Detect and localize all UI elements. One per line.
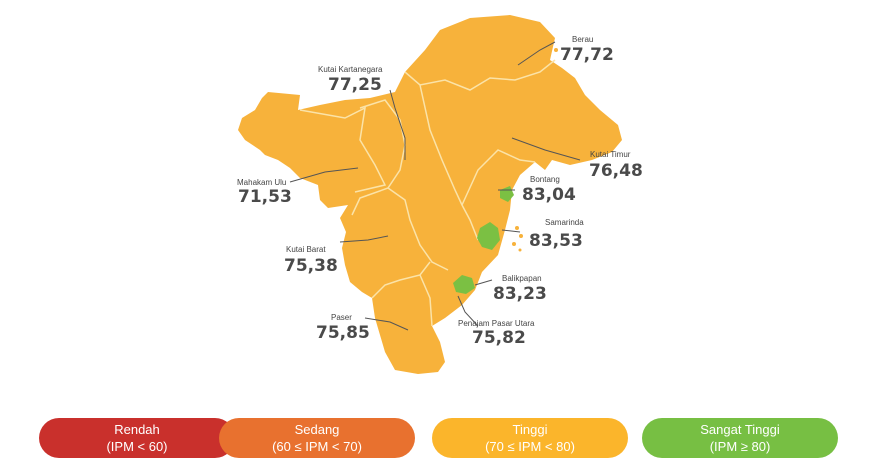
legend-sangat-tinggi: Sangat Tinggi (IPM ≥ 80) [642,418,838,458]
legend-sedang: Sedang (60 ≤ IPM < 70) [219,418,415,458]
east-kalimantan-map: Berau 77,72 Kutai Kartanegara 77,25 Kuta… [237,15,643,374]
label-bontang-value: 83,04 [522,185,576,205]
legend-rendah: Rendah (IPM < 60) [39,418,235,458]
legend-tinggi-label: Tinggi [512,422,548,437]
balikpapan-area [453,275,475,294]
label-kutim-name: Kutai Timur [590,150,631,159]
label-kutim-value: 76,48 [589,161,643,181]
legend-tinggi: Tinggi (70 ≤ IPM < 80) [432,418,628,458]
province-landmass [238,15,622,374]
label-mahulu-value: 71,53 [238,187,292,207]
label-samarinda-value: 83,53 [529,231,583,251]
label-balikpapan-name: Balikpapan [502,274,542,283]
legend-sangat-tinggi-range: (IPM ≥ 80) [709,439,771,454]
label-balikpapan-value: 83,23 [493,284,547,304]
label-paser-value: 75,85 [316,323,370,343]
region-borders [299,59,556,327]
legend-rendah-label: Rendah [114,422,160,437]
label-mahulu-name: Mahakam Ulu [237,178,286,187]
legend-sedang-range: (60 ≤ IPM < 70) [272,439,362,454]
label-samarinda-name: Samarinda [545,218,584,227]
label-paser-name: Paser [331,313,352,322]
legend-sedang-label: Sedang [294,422,340,437]
label-kukar-name: Kutai Kartanegara [318,65,383,74]
label-kukar-value: 77,25 [328,75,382,95]
legend-rendah-range: (IPM < 60) [106,439,168,454]
label-ppu-value: 75,82 [472,328,526,348]
label-berau-value: 77,72 [560,45,614,65]
label-kubar-name: Kutai Barat [286,245,326,254]
legend-tinggi-range: (70 ≤ IPM < 80) [485,439,575,454]
samarinda-area [477,222,500,250]
label-bontang-name: Bontang [530,175,560,184]
label-ppu-name: Penajam Pasar Utara [458,319,535,328]
label-kubar-value: 75,38 [284,256,338,276]
legend-sangat-tinggi-label: Sangat Tinggi [700,422,780,437]
region-labels: Berau 77,72 Kutai Kartanegara 77,25 Kuta… [237,35,643,348]
coastal-islands [512,42,558,252]
leader-lines [289,41,581,331]
label-berau-name: Berau [572,35,593,44]
